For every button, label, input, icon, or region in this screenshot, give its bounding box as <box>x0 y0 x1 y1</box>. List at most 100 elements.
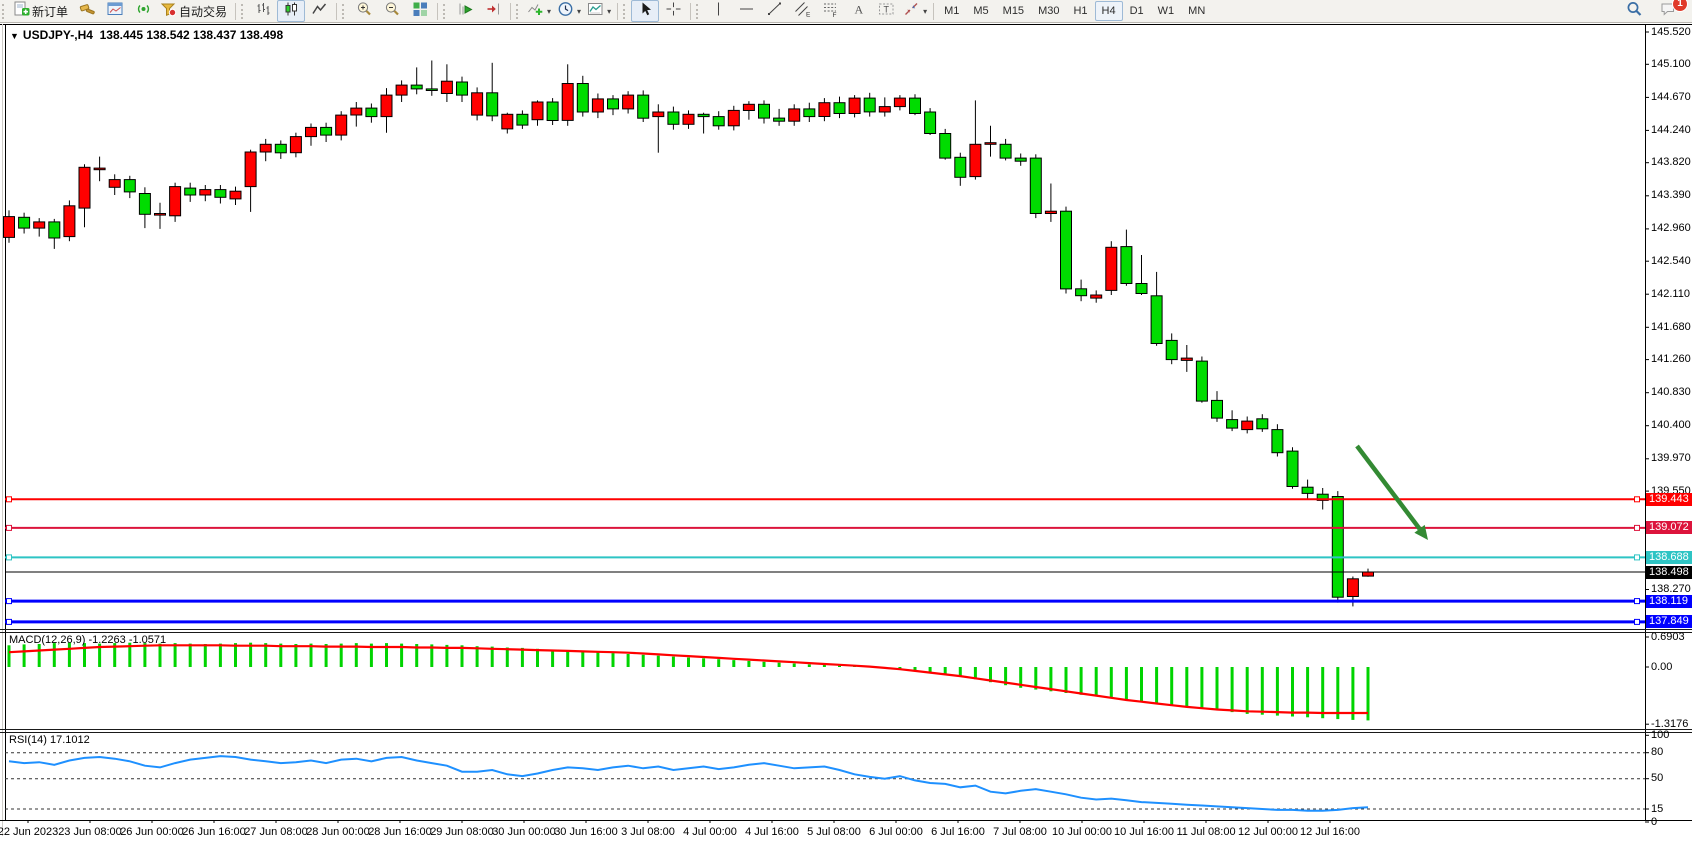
vertical-line-button[interactable] <box>704 0 732 22</box>
svg-text:E: E <box>806 11 811 17</box>
timeframe-button-h1[interactable]: H1 <box>1073 5 1088 17</box>
signals-button[interactable] <box>129 0 157 22</box>
price-axis-tick: 141.260 <box>1651 353 1691 366</box>
chevron-down-icon[interactable]: ▾ <box>923 6 928 16</box>
time-axis-label: 28 Jun 00:00 <box>306 826 370 838</box>
toolbar-drag-handle[interactable] <box>516 3 520 19</box>
templates-button[interactable]: ▾ <box>584 0 614 22</box>
candle <box>244 151 257 188</box>
candle <box>622 94 635 110</box>
time-axis-label: 22 Jun 2023 <box>0 826 59 838</box>
time-axis-label: 29 Jun 08:00 <box>430 826 494 838</box>
toolbar-drag-handle[interactable] <box>241 3 245 19</box>
horizontal-line-button[interactable] <box>732 0 760 22</box>
macd-histogram <box>7 642 1370 721</box>
timeframe-button-m1[interactable]: M1 <box>944 5 960 17</box>
candle <box>33 221 46 229</box>
candle <box>999 143 1012 159</box>
toolbar-drag-handle[interactable] <box>623 3 627 19</box>
line-handle <box>6 618 12 625</box>
level-line-cyan-price-tag: 138.688 <box>1646 550 1692 564</box>
toolbar-separator <box>933 2 935 20</box>
candle <box>425 88 438 92</box>
candle <box>1226 419 1239 429</box>
line-handle <box>1634 524 1640 531</box>
candle <box>335 114 348 136</box>
arrows-button[interactable]: ▾ <box>900 0 930 22</box>
toolbar-separator <box>336 2 338 20</box>
candle <box>818 102 831 117</box>
zoom-out-button[interactable] <box>378 0 406 22</box>
toolbar-drag-handle[interactable] <box>2 3 6 19</box>
chart-shift-button[interactable] <box>479 0 507 22</box>
svg-text:T: T <box>883 4 889 14</box>
styler-button[interactable] <box>73 0 101 22</box>
price-axis-tick: 144.670 <box>1651 90 1691 103</box>
zoom-in-button[interactable] <box>350 0 378 22</box>
macd-scale-max: 0.6903 <box>1651 630 1685 643</box>
resistance-line-crimson[interactable] <box>5 524 1645 531</box>
candlestick-button[interactable] <box>277 0 306 22</box>
resistance-line-red[interactable] <box>5 496 1645 503</box>
tile-windows-button[interactable] <box>406 0 434 22</box>
notification-badge: 1 <box>1672 0 1688 12</box>
text-button[interactable]: A <box>844 0 872 22</box>
toolbar-drag-handle[interactable] <box>443 3 447 19</box>
timeframe-button-m15[interactable]: M15 <box>1002 5 1025 17</box>
chat-button[interactable]: 1 <box>1654 0 1688 22</box>
candle <box>305 126 317 138</box>
timeframe-button-w1[interactable]: W1 <box>1157 5 1175 17</box>
time-axis-label: 5 Jul 08:00 <box>807 826 861 838</box>
cursor-button[interactable] <box>631 0 660 22</box>
toolbar-drag-handle[interactable] <box>696 3 700 19</box>
hline-icon <box>738 1 755 22</box>
crosshair-button[interactable] <box>659 0 687 22</box>
line-chart-icon <box>311 1 328 22</box>
line-handle <box>6 554 12 561</box>
auto-scroll-button[interactable] <box>451 0 479 22</box>
timeframe-button-m30[interactable]: M30 <box>1038 5 1060 17</box>
toolbar-drag-handle[interactable] <box>342 3 346 19</box>
timeframe-button-m5[interactable]: M5 <box>973 5 989 17</box>
candlestick-icon <box>283 1 300 22</box>
periods-button[interactable]: ▾ <box>554 0 584 22</box>
svg-text:A: A <box>854 2 863 16</box>
collapse-chart-icon[interactable]: ▼ <box>10 31 19 41</box>
bar-chart-button[interactable] <box>249 0 277 22</box>
candle <box>78 166 91 209</box>
clock-icon <box>557 1 574 22</box>
candle <box>1362 571 1374 577</box>
fibonacci-button[interactable]: F <box>816 0 844 22</box>
indicators-button[interactable]: ▾ <box>524 0 554 22</box>
autotrading-button-label: 自动交易 <box>179 4 228 19</box>
trendline-icon <box>766 1 783 22</box>
candle <box>169 186 182 217</box>
time-axis-label: 4 Jul 00:00 <box>683 826 737 838</box>
chart-area: ▼ USDJPY-,H4 138.445 138.542 138.437 138.… <box>0 24 1692 847</box>
level-line-cyan[interactable] <box>5 554 1645 561</box>
trendline-button[interactable] <box>760 0 788 22</box>
line-chart-button[interactable] <box>305 0 333 22</box>
chevron-down-icon[interactable]: ▾ <box>547 6 552 16</box>
timeframe-button-mn[interactable]: MN <box>1188 5 1206 17</box>
time-axis-label: 26 Jun 16:00 <box>182 826 246 838</box>
candle <box>1029 157 1042 215</box>
chevron-down-icon[interactable]: ▾ <box>577 6 582 16</box>
autotrading-button[interactable]: 自动交易 <box>157 0 232 22</box>
support-line-blue-lower[interactable] <box>5 618 1645 625</box>
channel-button[interactable]: E <box>788 0 816 22</box>
timeframe-button-h4[interactable]: H4 <box>1094 1 1123 21</box>
candle <box>591 98 604 113</box>
price-axis-tick: 140.830 <box>1651 386 1691 399</box>
support-line-blue-upper[interactable] <box>5 598 1645 605</box>
chart-window-button[interactable] <box>101 0 129 22</box>
sell-direction-arrow[interactable] <box>1355 444 1428 540</box>
new-order-button[interactable]: 新订单 <box>10 0 73 22</box>
timeframe-button-d1[interactable]: D1 <box>1129 5 1144 17</box>
chevron-down-icon[interactable]: ▾ <box>607 6 612 16</box>
text-label-button[interactable]: T <box>872 0 900 22</box>
search-button[interactable] <box>1620 0 1648 22</box>
toolbar-separator <box>617 2 619 20</box>
candle <box>546 101 559 121</box>
